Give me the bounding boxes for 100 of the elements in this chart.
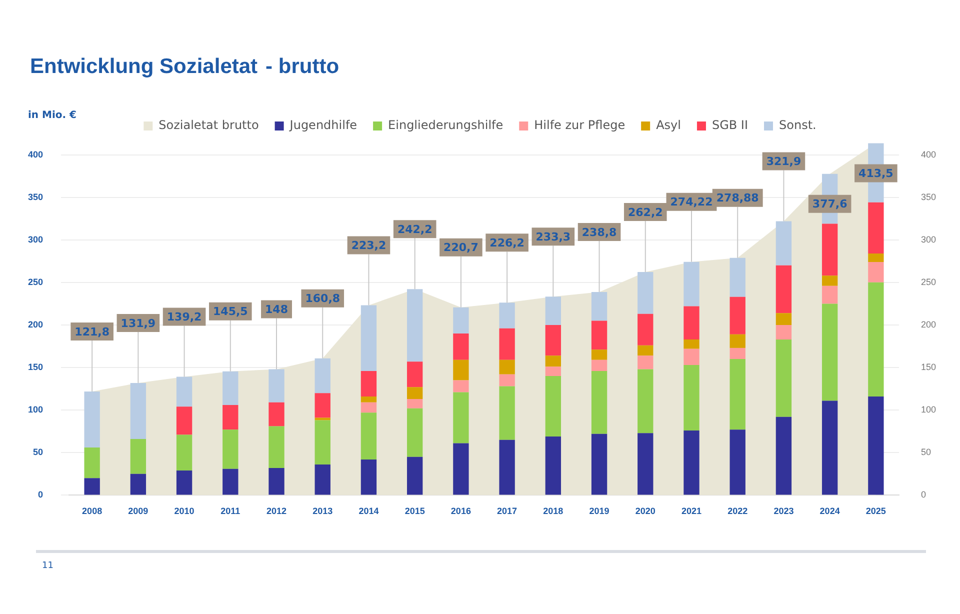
legend-label: Sonst. <box>779 118 816 132</box>
bar <box>453 360 469 380</box>
data-label: 160,8 <box>305 292 340 306</box>
bar <box>499 302 515 328</box>
y2-tick-label: 400 <box>920 149 936 160</box>
y-tick-label: 300 <box>28 234 44 244</box>
bar <box>591 350 608 360</box>
bar <box>822 224 838 276</box>
bar <box>453 333 469 360</box>
x-tick-label: 2014 <box>358 506 379 516</box>
x-tick-label: 2010 <box>174 506 194 516</box>
bar <box>360 396 377 402</box>
bar <box>545 324 562 356</box>
bar <box>730 296 746 334</box>
bar <box>360 459 377 495</box>
legend-label: Jugendhilfe <box>288 118 358 132</box>
bar <box>314 420 330 465</box>
bar <box>407 362 423 388</box>
bar <box>684 430 700 495</box>
bar <box>868 253 884 262</box>
bar <box>545 356 562 367</box>
data-label: 220,7 <box>444 241 478 254</box>
y2-tick-label: 250 <box>920 276 936 287</box>
data-label: 223,2 <box>351 239 386 252</box>
bar <box>776 221 792 266</box>
x-tick-label: 2008 <box>82 506 102 516</box>
bar <box>545 296 562 325</box>
bar <box>176 376 192 407</box>
x-tick-label: 2017 <box>497 506 518 516</box>
x-tick-label: 2012 <box>266 506 287 516</box>
bar <box>176 406 192 435</box>
bar <box>407 456 423 495</box>
bar <box>776 339 792 417</box>
y-axis-title: in Mio. € <box>28 110 77 121</box>
legend-label: Asyl <box>656 118 681 132</box>
bar <box>268 426 284 468</box>
bar <box>730 348 746 360</box>
x-tick-label: 2009 <box>128 506 148 516</box>
bar <box>407 399 423 408</box>
bar <box>84 392 100 448</box>
bar <box>176 434 192 471</box>
x-tick-label: 2011 <box>220 506 240 516</box>
bar <box>360 305 377 371</box>
y-tick-label: 100 <box>28 404 44 415</box>
bar <box>130 474 146 495</box>
data-label: 242,2 <box>397 222 432 236</box>
legend-label: Sozialetat brutto <box>158 118 259 132</box>
bar <box>868 202 884 254</box>
chart-title: Entwicklung Sozialetat <box>30 55 258 78</box>
bar <box>453 392 469 444</box>
bar <box>268 369 284 402</box>
x-tick-label: 2019 <box>589 506 610 516</box>
bar <box>360 402 377 413</box>
x-tick-label: 2023 <box>774 506 794 516</box>
bar <box>130 382 146 440</box>
x-tick-label: 2016 <box>450 506 471 516</box>
bar <box>222 468 238 495</box>
bar <box>407 408 423 457</box>
bar <box>868 396 884 495</box>
x-tick-label: 2013 <box>312 506 333 516</box>
bar <box>591 320 608 350</box>
bar <box>776 324 792 340</box>
bar <box>684 364 700 431</box>
bar <box>453 380 469 392</box>
bar <box>545 436 562 495</box>
bar <box>407 289 423 362</box>
bar <box>360 412 377 460</box>
bar <box>776 313 792 325</box>
y-tick-label: 150 <box>28 362 44 372</box>
bar <box>222 404 238 430</box>
y2-tick-label: 50 <box>920 447 931 458</box>
x-tick-label: 2018 <box>543 506 564 516</box>
y2-tick-label: 200 <box>920 319 936 330</box>
bar <box>222 371 238 405</box>
bar <box>591 370 608 434</box>
data-label: 145,5 <box>213 305 248 318</box>
y2-tick-label: 300 <box>920 234 936 244</box>
bar <box>176 470 192 495</box>
bar <box>822 304 838 401</box>
bar <box>684 339 700 349</box>
bar <box>638 314 654 346</box>
data-label: 139,2 <box>166 310 202 324</box>
y2-tick-label: 100 <box>920 404 936 415</box>
bar <box>638 345 654 356</box>
bar <box>499 440 515 495</box>
bar <box>868 282 884 396</box>
x-tick-label: 2020 <box>635 506 656 516</box>
legend-label: Hilfe zur Pflege <box>534 118 626 132</box>
y-tick-label: 400 <box>28 149 44 160</box>
text: 11 <box>42 561 54 571</box>
bar <box>314 418 330 420</box>
y2-tick-label: 350 <box>920 192 936 202</box>
y-tick-label: 200 <box>28 319 44 330</box>
bar <box>84 448 100 478</box>
bar <box>499 328 515 360</box>
bar <box>314 393 330 418</box>
bar <box>868 262 884 282</box>
data-label: 233,3 <box>536 230 571 244</box>
bar <box>822 276 838 286</box>
bar <box>545 376 562 436</box>
